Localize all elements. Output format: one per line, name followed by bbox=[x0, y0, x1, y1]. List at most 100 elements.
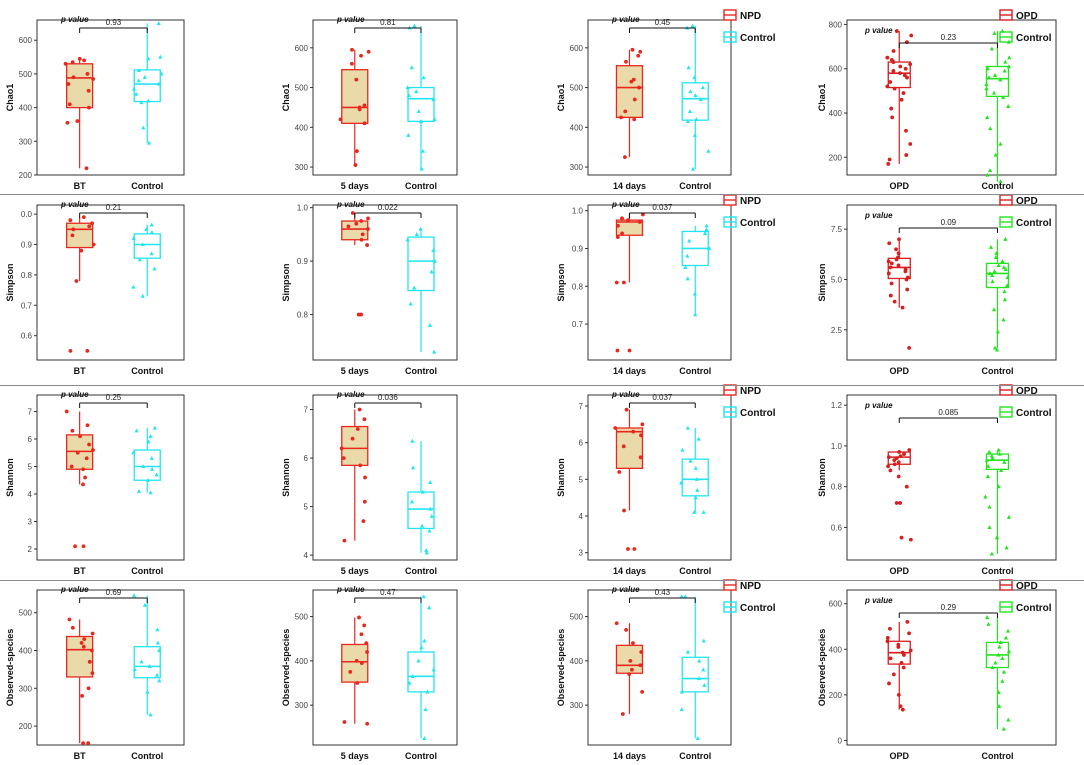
p-value-label: p value bbox=[60, 585, 89, 594]
data-point-opd bbox=[896, 474, 901, 479]
x-category-label: Control bbox=[131, 566, 163, 576]
data-point-control bbox=[139, 659, 144, 664]
data-point-14-days bbox=[632, 117, 637, 122]
y-tick-label: 6 bbox=[579, 439, 584, 448]
data-point-control bbox=[140, 242, 145, 247]
y-tick-label: 500 bbox=[19, 609, 33, 618]
data-point-14-days bbox=[623, 109, 628, 114]
y-tick-label: 500 bbox=[295, 84, 309, 93]
data-point-14-days bbox=[631, 429, 636, 434]
p-value-label: p value bbox=[864, 401, 893, 410]
data-point-opd bbox=[898, 501, 903, 505]
data-point-control bbox=[988, 126, 993, 131]
data-point-opd bbox=[886, 464, 890, 469]
data-point-control bbox=[429, 269, 434, 274]
y-axis-label: Shannon bbox=[281, 458, 291, 497]
data-point-14-days bbox=[624, 59, 628, 64]
data-point-control bbox=[1000, 656, 1005, 660]
data-point-bt bbox=[85, 348, 90, 353]
data-point-opd bbox=[898, 704, 903, 709]
data-point-control bbox=[701, 510, 706, 514]
p-value: 0.47 bbox=[380, 588, 396, 597]
data-point-bt bbox=[63, 61, 68, 66]
panel-frame bbox=[36, 204, 185, 361]
legend-label: NPD bbox=[740, 196, 761, 207]
data-point-control bbox=[420, 148, 426, 153]
box-control bbox=[407, 491, 435, 530]
data-point-5-days bbox=[342, 538, 347, 543]
data-point-control bbox=[993, 152, 998, 157]
data-point-control bbox=[704, 227, 709, 232]
data-point-opd bbox=[909, 33, 914, 38]
data-point-control bbox=[987, 168, 993, 173]
data-point-control bbox=[154, 672, 160, 677]
p-value-label: p value bbox=[60, 390, 89, 399]
p-value: 0.25 bbox=[106, 393, 122, 402]
data-point-control bbox=[422, 638, 427, 643]
legend-label: NPD bbox=[740, 11, 761, 22]
y-tick-label: 200 bbox=[829, 153, 843, 162]
p-value-label: p value bbox=[336, 585, 365, 594]
data-point-5-days bbox=[362, 417, 367, 422]
data-point-opd bbox=[885, 84, 890, 89]
y-tick-label: 5 bbox=[304, 503, 309, 512]
panel-observed-species-5-days: 300 400 500 Observed-species 5 days Control 0.… bbox=[281, 585, 458, 761]
data-point-control bbox=[431, 248, 436, 253]
data-point-control bbox=[994, 347, 1000, 352]
data-point-control bbox=[159, 71, 164, 76]
data-point-control bbox=[700, 85, 705, 90]
panel-chao1-5-days: 300 400 500 600 Chao1 5 days Control 0.81 p valu… bbox=[281, 15, 458, 191]
panel-frame bbox=[587, 394, 732, 561]
data-point-opd bbox=[888, 265, 893, 270]
data-point-bt bbox=[84, 166, 89, 171]
panel-frame bbox=[312, 394, 458, 561]
data-point-control bbox=[685, 253, 690, 258]
data-point-control bbox=[421, 594, 426, 599]
data-point-control bbox=[685, 276, 690, 281]
data-point-control bbox=[991, 307, 997, 312]
y-tick-label: 1.0 bbox=[297, 204, 309, 213]
data-point-control bbox=[156, 81, 161, 86]
data-point-opd bbox=[891, 69, 896, 73]
data-point-opd bbox=[902, 452, 906, 456]
data-point-control bbox=[678, 480, 684, 485]
data-point-control bbox=[992, 30, 997, 35]
data-point-bt bbox=[73, 544, 77, 549]
p-value: 0.29 bbox=[941, 603, 957, 612]
data-point-control bbox=[149, 230, 155, 234]
data-point-control bbox=[158, 54, 163, 59]
y-tick-label: 0 bbox=[838, 736, 843, 745]
data-point-5-days bbox=[339, 446, 344, 451]
data-point-control bbox=[427, 528, 432, 533]
data-point-control bbox=[410, 438, 415, 443]
data-point-opd bbox=[908, 62, 913, 67]
data-point-14-days bbox=[637, 220, 642, 224]
data-point-5-days bbox=[341, 456, 346, 460]
y-tick-label: 3 bbox=[28, 518, 33, 527]
panel-chao1-opd: 200 400 600 800 Chao1 OPD Control 0.23 p value OP… bbox=[817, 9, 1057, 191]
data-point-opd bbox=[900, 707, 905, 712]
data-point-control bbox=[431, 97, 436, 102]
data-point-control bbox=[405, 85, 410, 90]
data-point-bt bbox=[79, 248, 84, 253]
data-point-opd bbox=[892, 458, 897, 463]
data-point-control bbox=[1002, 297, 1007, 302]
data-point-bt bbox=[86, 88, 91, 93]
y-tick-label: 0.8 bbox=[831, 483, 843, 492]
p-value: 0.81 bbox=[380, 18, 396, 27]
data-point-opd bbox=[896, 642, 901, 647]
data-point-control bbox=[985, 615, 990, 619]
legend-label: Control bbox=[740, 218, 776, 229]
data-point-14-days bbox=[620, 712, 625, 716]
data-point-14-days bbox=[621, 280, 626, 285]
data-point-bt bbox=[71, 75, 76, 80]
data-point-control bbox=[692, 132, 698, 137]
data-point-bt bbox=[90, 648, 94, 653]
data-point-5-days bbox=[354, 658, 359, 663]
data-point-opd bbox=[887, 241, 892, 246]
data-point-5-days bbox=[359, 661, 364, 665]
data-point-5-days bbox=[366, 216, 370, 221]
data-point-bt bbox=[68, 218, 73, 223]
data-point-5-days bbox=[361, 519, 366, 524]
panel-simpson-14-days: 0.7 0.8 0.9 1.0 Simpson 14 days Control 0.037 p … bbox=[556, 194, 776, 376]
